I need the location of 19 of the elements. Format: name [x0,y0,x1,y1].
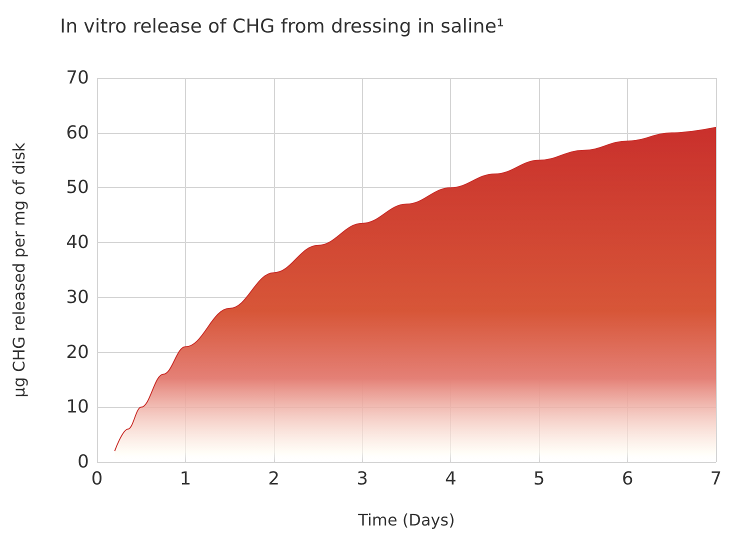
y-tick-label: 70 [66,68,89,88]
x-tick-label: 5 [533,468,545,490]
x-axis-title: Time (Days) [357,510,455,530]
y-tick-label: 50 [66,177,89,198]
chart-title: In vitro release of CHG from dressing in saline¹ [60,16,504,38]
y-tick-label: 60 [66,122,89,144]
y-tick-label: 20 [66,342,89,363]
y-axis-title: µg CHG released per mg of disk [10,142,28,398]
y-tick-label: 0 [78,452,89,472]
x-tick-label: 0 [91,468,103,490]
x-tick-label: 1 [180,468,192,490]
x-tick-label: 6 [622,468,634,490]
y-tick-label: 10 [66,396,89,418]
x-tick-label: 4 [444,468,456,490]
x-tick-label: 3 [356,468,368,490]
y-tick-label: 30 [66,286,89,308]
y-tick-label: 40 [66,232,89,254]
x-tick-label: 7 [710,468,722,490]
x-tick-label: 2 [268,468,280,490]
